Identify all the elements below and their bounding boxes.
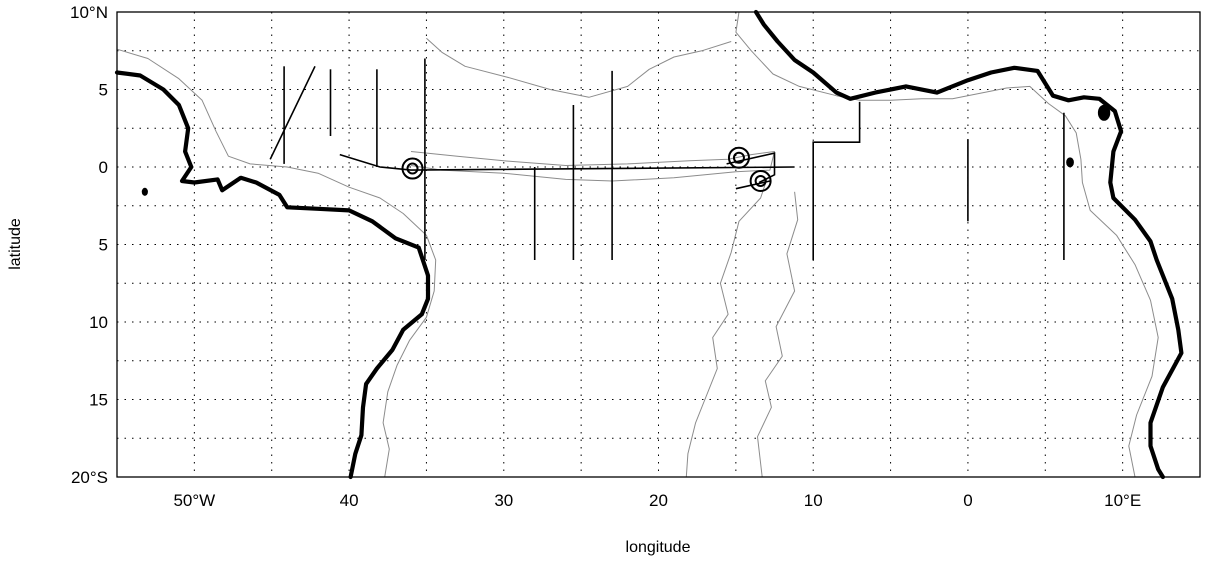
mooring-marker bbox=[749, 169, 772, 192]
y-tick-label: 10 bbox=[89, 313, 108, 332]
section-line bbox=[339, 153, 795, 171]
section-line bbox=[812, 101, 861, 260]
section-line bbox=[269, 65, 316, 160]
y-tick-label: 15 bbox=[89, 391, 108, 410]
coastlines bbox=[114, 9, 1184, 480]
x-axis-label: longitude bbox=[626, 539, 691, 556]
island bbox=[1066, 157, 1074, 168]
mooring-inner-ring bbox=[754, 174, 767, 187]
x-tick-label: 10°E bbox=[1104, 491, 1141, 510]
isobath-sa-shelf-outer bbox=[116, 48, 437, 478]
y-axis-label: latitude bbox=[7, 218, 24, 270]
mooring-outer-ring bbox=[749, 169, 772, 192]
x-tick-label: 30 bbox=[494, 491, 513, 510]
y-tick-label: 5 bbox=[99, 236, 108, 255]
y-tick-label: 0 bbox=[99, 158, 108, 177]
y-tick-label: 5 bbox=[99, 81, 108, 100]
mooring-markers bbox=[401, 146, 772, 192]
isobath-ridge-west-flank bbox=[426, 37, 732, 98]
section-line bbox=[726, 152, 776, 184]
x-tick-labels: 50°W 40 30 20 10 0 10°E bbox=[173, 491, 1141, 510]
island bbox=[1097, 104, 1111, 121]
section-line bbox=[735, 180, 771, 190]
x-tick-label: 10 bbox=[804, 491, 823, 510]
hydrographic-sections bbox=[269, 58, 1065, 260]
isobath-mid-atlantic-e bbox=[757, 191, 799, 478]
isobath-mid-atlantic-w bbox=[685, 179, 768, 478]
x-tick-label: 0 bbox=[963, 491, 972, 510]
map-frame bbox=[116, 11, 1201, 478]
y-tick-label: 20°S bbox=[71, 468, 108, 487]
y-tick-label: 10°N bbox=[70, 3, 108, 22]
mooring-inner-ring bbox=[732, 151, 745, 164]
mooring-outer-ring bbox=[727, 146, 750, 169]
mooring-inner-ring bbox=[406, 162, 419, 175]
mooring-marker bbox=[401, 157, 424, 180]
island bbox=[141, 187, 148, 196]
isobath-africa-slope bbox=[735, 11, 1159, 478]
x-tick-label: 20 bbox=[649, 491, 668, 510]
mooring-outer-ring bbox=[401, 157, 424, 180]
isobath-contours bbox=[116, 11, 1159, 478]
coastline-south-america bbox=[114, 70, 431, 480]
coastline-africa bbox=[753, 9, 1184, 480]
mooring-marker bbox=[727, 146, 750, 169]
x-tick-label: 40 bbox=[340, 491, 359, 510]
isobath-equatorial-ridge bbox=[410, 151, 775, 182]
map-gridlines bbox=[117, 12, 1200, 477]
y-tick-labels: 10°N 5 0 5 10 15 20°S bbox=[70, 3, 108, 487]
x-tick-label: 50°W bbox=[173, 491, 215, 510]
